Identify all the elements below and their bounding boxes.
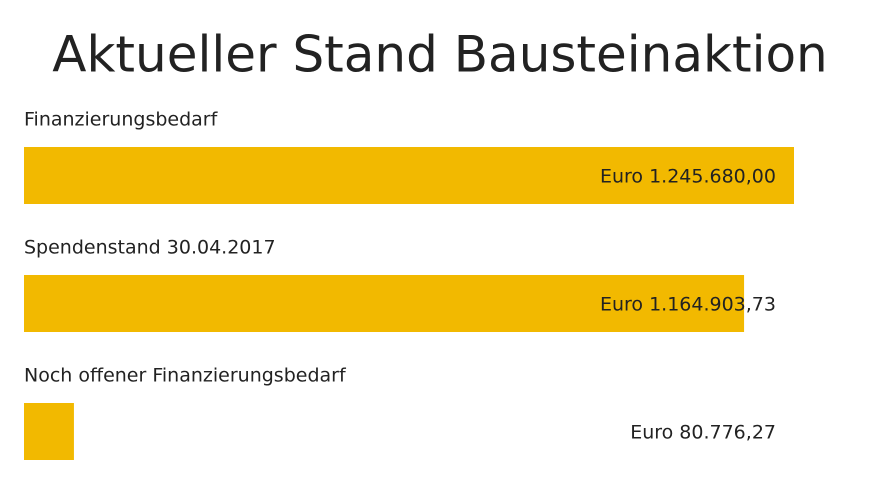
value-label: Euro 80.776,27: [630, 422, 776, 444]
category-label: Spendenstand 30.04.2017: [24, 237, 276, 259]
bar: [24, 403, 74, 460]
bar: [24, 275, 745, 332]
value-label: Euro 1.164.903,73: [600, 294, 776, 316]
chart-title: Aktueller Stand Bausteinaktion: [52, 26, 828, 84]
value-label: Euro 1.245.680,00: [600, 166, 776, 188]
bar: [24, 147, 794, 204]
category-label: Finanzierungsbedarf: [24, 109, 219, 131]
category-label: Noch offener Finanzierungsbedarf: [24, 365, 347, 387]
